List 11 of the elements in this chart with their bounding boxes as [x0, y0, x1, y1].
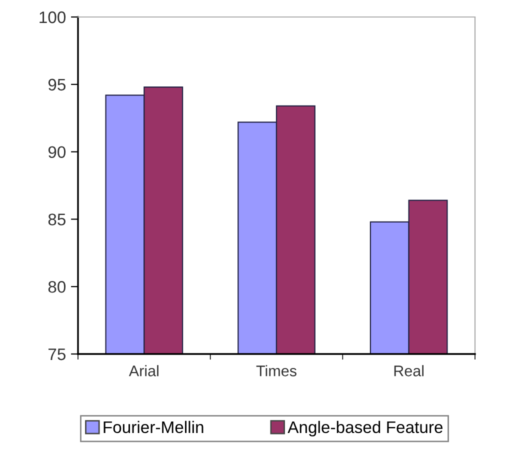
y-tick-label: 80 — [48, 281, 66, 293]
legend-label: Fourier-Mellin — [104, 420, 204, 434]
x-tick-label: Times — [256, 365, 296, 376]
x-tick-label: Arial — [128, 365, 158, 376]
x-tick-label: Real — [394, 365, 424, 376]
y-tick-label: 85 — [48, 214, 66, 226]
legend-label: Angle-based Feature — [288, 420, 443, 436]
y-tick-label: 100 — [40, 11, 66, 24]
y-tick-label: 95 — [48, 78, 66, 91]
y-tick-label: 90 — [48, 146, 66, 158]
y-tick-label: 75 — [48, 348, 66, 360]
